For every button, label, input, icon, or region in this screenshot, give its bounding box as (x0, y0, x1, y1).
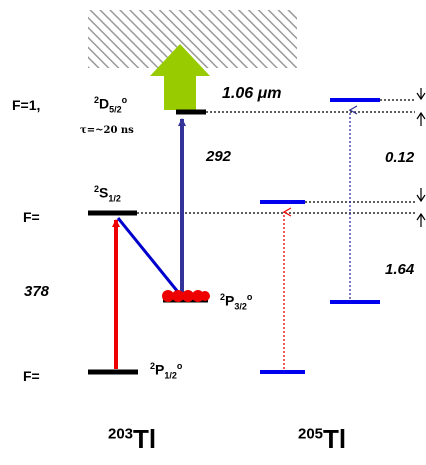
isotope-203-label: 203Tl (108, 426, 156, 452)
term-d52-j: 5/2 (109, 104, 122, 115)
ionization-arrow (150, 44, 210, 110)
term-s12-letter: S (99, 184, 109, 201)
atom-dot (172, 290, 184, 302)
term-p32: 2P3/2o (220, 293, 252, 311)
f-label-lower: F= (23, 368, 40, 384)
wavelength-106-value: 1.06 (222, 85, 254, 102)
term-d52: 2D5/2o (94, 96, 127, 114)
wavelength-378: 378 (24, 283, 50, 300)
term-p32-letter: P (225, 292, 235, 309)
term-p12: 2P1/2o (150, 362, 182, 380)
wavelength-106: 1.06 μm (222, 86, 281, 102)
f-label-middle: F= (23, 209, 40, 225)
term-p32-parity: o (246, 292, 253, 302)
term-s12-multiplicity: 2 (94, 184, 100, 194)
term-p32-j: 3/2 (234, 301, 247, 312)
term-p32-multiplicity: 2 (220, 292, 226, 302)
isotope-203-symbol: Tl (133, 424, 157, 454)
splitting-marker-upper (416, 88, 426, 126)
f-label-upper: F=1, (12, 97, 41, 113)
isotope-205-label: 205Tl (298, 426, 346, 452)
splitting-012: 0.12 (385, 149, 415, 166)
isotope-203-mass: 203 (108, 425, 134, 443)
term-p12-letter: P (155, 361, 165, 378)
splitting-164: 1.64 (385, 261, 415, 278)
atom-dot (200, 291, 210, 301)
atom-dot (162, 290, 174, 302)
isotope-205-mass: 205 (298, 425, 324, 443)
isotope-205-symbol: Tl (323, 424, 347, 454)
atom-dot-cluster (162, 290, 210, 302)
term-p12-parity: o (176, 361, 183, 371)
term-d52-multiplicity: 2 (94, 95, 100, 105)
arrow-s12-decay (116, 217, 180, 293)
term-s12: 2S1/2 (94, 185, 121, 203)
lifetime-label: τ=~20 ns (80, 125, 134, 136)
term-s12-j: 1/2 (108, 193, 121, 204)
term-d52-letter: D (99, 95, 110, 112)
term-d52-parity: o (121, 95, 128, 105)
wavelength-106-unit: μm (257, 85, 282, 102)
wavelength-292: 292 (206, 148, 232, 165)
atom-dot (182, 290, 194, 302)
splitting-marker-lower (416, 188, 426, 227)
term-p12-multiplicity: 2 (150, 361, 156, 371)
term-p12-j: 1/2 (164, 370, 177, 381)
